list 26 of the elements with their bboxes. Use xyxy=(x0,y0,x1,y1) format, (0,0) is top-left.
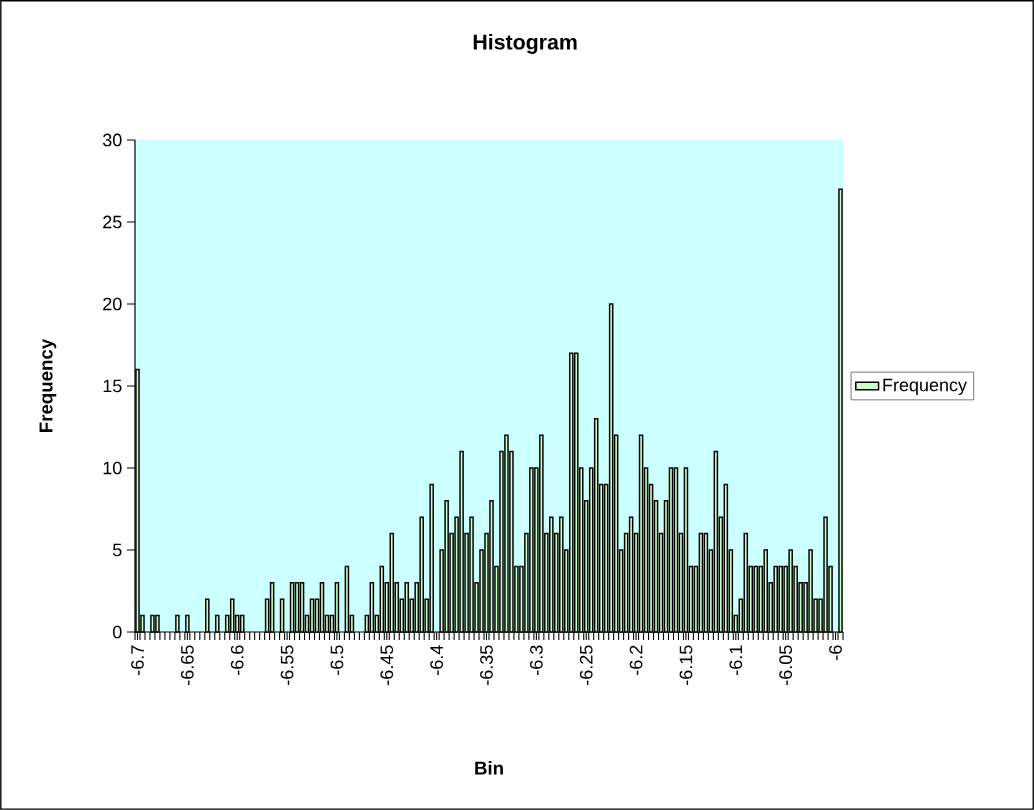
x-tick-label: -6.2 xyxy=(629,645,643,675)
x-tick-label: -6.05 xyxy=(779,645,793,685)
y-tick-label: 15 xyxy=(103,379,122,393)
x-tick-label: -6.45 xyxy=(380,645,394,685)
y-tick-label: 20 xyxy=(103,297,122,311)
y-tick-label: 0 xyxy=(112,625,122,639)
y-tick-label: 25 xyxy=(103,215,122,229)
y-tick-label: 30 xyxy=(102,133,122,147)
x-tick-label: -6.15 xyxy=(679,645,693,685)
x-tick-label: -6.25 xyxy=(579,645,593,685)
x-tick-label: -6.65 xyxy=(180,645,194,685)
x-tick-label: -6.3 xyxy=(530,645,543,675)
x-tick-label: -6.35 xyxy=(480,645,493,685)
y-tick-label: 10 xyxy=(103,461,122,475)
x-tick-label: -6 xyxy=(829,645,842,660)
x-tick-label: -6.55 xyxy=(280,645,294,685)
x-tick-label: -6.4 xyxy=(430,645,444,675)
legend-label: Frequency xyxy=(883,378,967,395)
x-tick-label: -6.6 xyxy=(230,645,244,675)
x-axis-title: Bin xyxy=(475,761,503,775)
x-tick-label: -6.1 xyxy=(729,645,743,675)
x-tick-label: -6.5 xyxy=(330,645,344,675)
x-tick-label: -6.7 xyxy=(131,645,144,675)
y-axis-title: Frequency xyxy=(39,338,57,432)
chart-title: Histogram xyxy=(473,33,577,54)
y-tick-label: 5 xyxy=(112,543,122,557)
